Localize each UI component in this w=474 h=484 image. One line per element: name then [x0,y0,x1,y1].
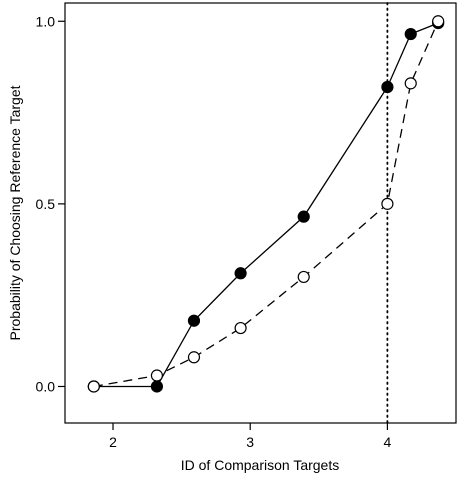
y-axis-label: Probability of Choosing Reference Target [7,85,23,340]
x-tick-label: 3 [246,434,254,450]
x-tick-label: 2 [109,434,117,450]
plot-frame [64,2,457,424]
series-1-point [297,210,310,223]
series-2-point [381,197,394,210]
series-2-point [187,351,201,364]
series-1-point [234,267,247,280]
x-tick-label: 4 [384,434,392,450]
y-tick-label: 0.0 [36,378,56,394]
x-axis-label: ID of Comparison Targets [181,457,339,473]
series-1-point [187,314,201,327]
y-tick-label: 0.5 [36,196,56,212]
series-2-point [87,380,100,393]
series-2-point [150,369,164,382]
series-group [87,15,445,393]
y-axis: 0.0 0.5 1.0 [36,13,65,394]
series-2-line [93,20,439,388]
series-1-line [93,22,439,388]
series-1-point [150,380,164,393]
series-2-point [234,321,247,335]
series-2-point [297,270,310,284]
series-1-point [381,80,394,94]
series-1-point [404,27,417,41]
series-2-point [404,77,417,90]
y-tick-label: 1.0 [36,13,56,29]
series-2-point [432,15,445,28]
x-axis: 2 3 4 [109,423,392,450]
